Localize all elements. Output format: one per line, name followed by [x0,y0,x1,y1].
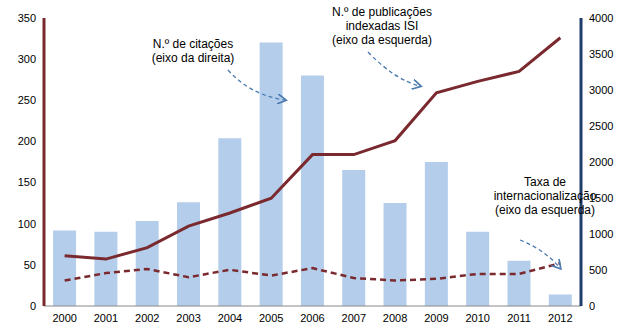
svg-text:2002: 2002 [135,312,159,324]
svg-text:2003: 2003 [176,312,200,324]
svg-text:N.º de publicaçõesindexadas IS: N.º de publicaçõesindexadas ISI(eixo da … [332,5,432,47]
svg-text:3000: 3000 [589,84,613,96]
svg-text:150: 150 [18,176,36,188]
svg-text:2000: 2000 [589,156,613,168]
svg-text:2008: 2008 [383,312,407,324]
svg-text:0: 0 [30,300,36,312]
svg-text:2009: 2009 [424,312,448,324]
svg-text:2011: 2011 [507,312,531,324]
svg-text:2007: 2007 [342,312,366,324]
svg-text:300: 300 [18,53,36,65]
svg-text:2010: 2010 [465,312,489,324]
svg-text:2001: 2001 [94,312,118,324]
svg-text:Taxa deinternacionalização(eix: Taxa deinternacionalização(eixo da esque… [494,175,597,217]
svg-text:2005: 2005 [259,312,283,324]
svg-text:3500: 3500 [589,48,613,60]
svg-text:350: 350 [18,12,36,24]
svg-text:2006: 2006 [300,312,324,324]
svg-text:4000: 4000 [589,12,613,24]
svg-text:50: 50 [24,259,36,271]
svg-text:2012: 2012 [548,312,572,324]
svg-text:2000: 2000 [52,312,76,324]
svg-text:1500: 1500 [589,192,613,204]
svg-text:1000: 1000 [589,228,613,240]
svg-text:100: 100 [18,218,36,230]
svg-text:500: 500 [589,264,607,276]
svg-text:N.º de citações(eixo da direit: N.º de citações(eixo da direita) [152,37,235,65]
svg-text:0: 0 [589,300,595,312]
svg-text:200: 200 [18,135,36,147]
svg-text:2500: 2500 [589,120,613,132]
svg-text:250: 250 [18,94,36,106]
svg-text:2004: 2004 [218,312,242,324]
